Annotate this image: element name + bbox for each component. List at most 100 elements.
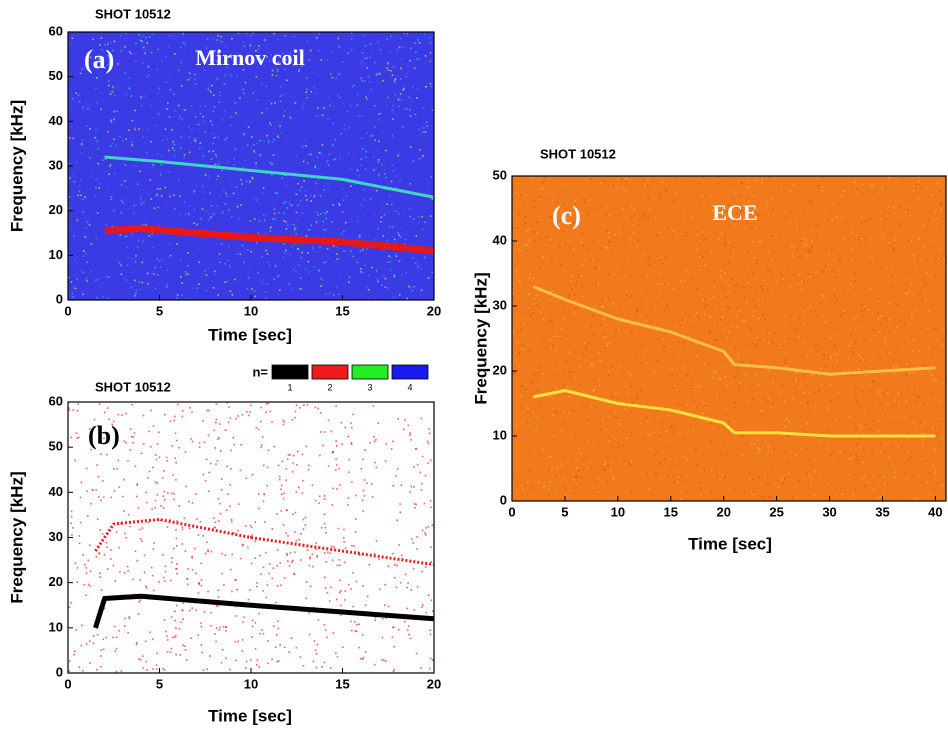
noise-dot <box>108 42 110 44</box>
noise-dot <box>209 655 211 657</box>
noise-dot <box>786 419 788 421</box>
x-tick-label: 15 <box>335 676 349 691</box>
noise-dot <box>808 250 810 252</box>
noise-dot <box>722 474 724 476</box>
noise-dot <box>332 559 334 561</box>
noise-dot <box>873 482 875 484</box>
noise-dot <box>633 224 635 226</box>
noise-dot <box>425 55 427 57</box>
noise-dot <box>848 295 850 297</box>
noise-dot <box>412 542 414 544</box>
noise-dot <box>227 281 229 283</box>
noise-dot <box>319 455 321 457</box>
noise-dot <box>134 295 136 297</box>
noise-dot <box>797 283 799 285</box>
noise-dot <box>430 561 432 563</box>
noise-dot <box>529 425 531 427</box>
noise-dot <box>111 143 113 145</box>
noise-dot <box>377 41 379 43</box>
noise-dot <box>240 558 242 560</box>
noise-dot <box>610 253 612 255</box>
noise-dot <box>616 186 618 188</box>
noise-dot <box>729 292 731 294</box>
noise-dot <box>529 419 531 421</box>
noise-dot <box>872 185 874 187</box>
noise-dot <box>396 175 398 177</box>
noise-dot <box>117 63 119 65</box>
noise-dot <box>411 100 413 102</box>
noise-dot <box>297 183 299 185</box>
noise-dot <box>278 465 280 467</box>
noise-dot <box>606 343 608 345</box>
noise-dot <box>203 116 205 118</box>
noise-dot <box>597 491 599 493</box>
noise-dot <box>112 91 114 93</box>
noise-dot <box>189 152 191 154</box>
noise-dot <box>604 334 606 336</box>
noise-dot <box>527 421 529 423</box>
noise-dot <box>147 42 149 44</box>
noise-dot <box>202 420 204 422</box>
noise-dot <box>826 430 828 432</box>
noise-dot <box>354 630 356 632</box>
noise-dot <box>125 199 127 201</box>
noise-dot <box>912 351 914 353</box>
noise-dot <box>773 340 775 342</box>
noise-dot <box>844 291 846 293</box>
noise-dot <box>150 179 152 181</box>
noise-dot <box>326 211 328 213</box>
noise-dot <box>386 240 388 242</box>
noise-dot <box>421 418 423 420</box>
noise-dot <box>338 468 340 470</box>
noise-dot <box>568 297 570 299</box>
noise-dot <box>176 545 178 547</box>
noise-dot <box>170 255 172 257</box>
noise-dot <box>225 193 227 195</box>
noise-dot <box>187 252 189 254</box>
noise-dot <box>217 78 219 80</box>
noise-dot <box>536 417 538 419</box>
noise-dot <box>865 340 867 342</box>
noise-dot <box>193 209 195 211</box>
noise-dot <box>163 470 165 472</box>
noise-dot <box>144 53 146 55</box>
noise-dot <box>98 240 100 242</box>
noise-dot <box>162 477 164 479</box>
noise-dot <box>908 240 910 242</box>
noise-dot <box>356 624 358 626</box>
noise-dot <box>329 600 331 602</box>
noise-dot <box>729 241 731 243</box>
noise-dot <box>392 226 394 228</box>
noise-dot <box>728 262 730 264</box>
noise-dot <box>135 551 137 553</box>
noise-dot <box>97 163 99 165</box>
noise-dot <box>175 462 177 464</box>
noise-dot <box>888 177 890 179</box>
panel-label: (b) <box>88 421 120 450</box>
noise-dot <box>829 254 831 256</box>
noise-dot <box>319 247 321 249</box>
y-tick-label: 40 <box>49 113 63 128</box>
noise-dot <box>230 125 232 127</box>
noise-dot <box>365 110 367 112</box>
noise-dot <box>106 224 108 226</box>
noise-dot <box>289 254 291 256</box>
noise-dot <box>156 482 158 484</box>
noise-dot <box>571 378 573 380</box>
noise-dot <box>226 195 228 197</box>
noise-dot <box>822 190 824 192</box>
noise-dot <box>372 405 374 407</box>
noise-dot <box>291 224 293 226</box>
noise-dot <box>394 275 396 277</box>
noise-dot <box>553 196 555 198</box>
noise-dot <box>791 246 793 248</box>
noise-dot <box>534 240 536 242</box>
noise-dot <box>200 521 202 523</box>
noise-dot <box>929 472 931 474</box>
noise-dot <box>684 319 686 321</box>
noise-dot <box>249 181 251 183</box>
noise-dot <box>857 315 859 317</box>
noise-dot <box>705 196 707 198</box>
noise-dot <box>877 300 879 302</box>
noise-dot <box>734 285 736 287</box>
